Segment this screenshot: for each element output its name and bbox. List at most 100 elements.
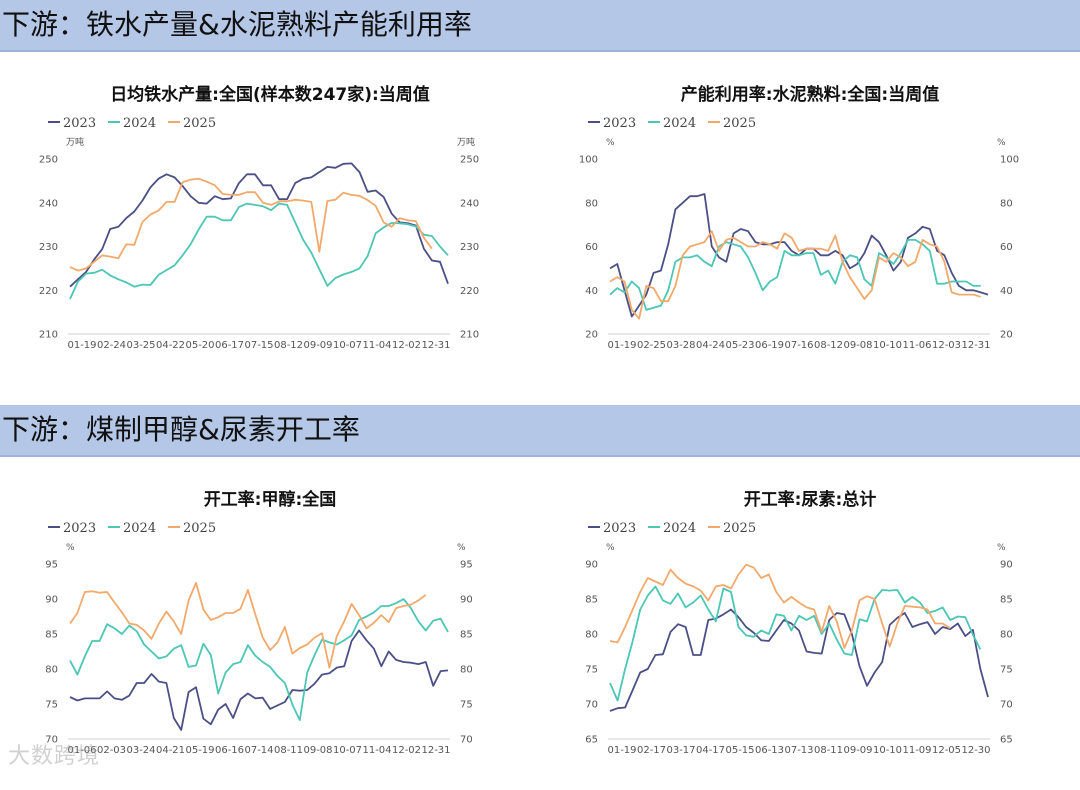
y-tick-right: 60 (1000, 242, 1013, 253)
x-tick-label: 03-17 (666, 745, 695, 756)
x-tick-label: 06-19 (755, 340, 784, 351)
section-title: 下游：煤制甲醇&尿素开工率 (2, 413, 360, 446)
legend-label-2025: 2025 (723, 521, 756, 536)
x-tick-label: 06-13 (755, 745, 784, 756)
y-tick-left: 70 (585, 700, 598, 711)
y-tick-left: 70 (45, 735, 58, 746)
x-tick-label: 02-24 (97, 340, 126, 351)
y-tick-left: 250 (39, 155, 58, 166)
y-tick-right: 100 (1000, 155, 1019, 166)
unit-left: % (66, 543, 75, 553)
x-tick-label: 07-13 (784, 745, 813, 756)
y-tick-left: 230 (39, 242, 58, 253)
y-tick-right: 95 (460, 560, 473, 571)
unit-right: % (457, 543, 466, 553)
x-tick-label: 12-31 (421, 340, 450, 351)
x-tick-label: 01-06 (67, 745, 96, 756)
y-tick-left: 95 (45, 560, 58, 571)
y-tick-left: 65 (585, 735, 598, 746)
x-tick-label: 07-15 (244, 340, 273, 351)
y-tick-right: 40 (1000, 286, 1013, 297)
y-tick-right: 20 (1000, 330, 1013, 341)
x-tick-label: 04-22 (156, 340, 185, 351)
y-tick-left: 80 (585, 198, 598, 209)
y-tick-left: 75 (45, 700, 58, 711)
unit-right: % (997, 138, 1006, 148)
legend-label-2025: 2025 (183, 116, 216, 131)
x-tick-label: 02-03 (97, 745, 126, 756)
y-tick-left: 240 (39, 198, 58, 209)
y-tick-right: 210 (460, 330, 479, 341)
x-tick-label: 12-02 (392, 340, 421, 351)
chart-title: 产能利用率:水泥熟料:全国:当周值 (681, 84, 939, 105)
y-tick-left: 100 (579, 155, 598, 166)
unit-right: % (997, 543, 1006, 553)
y-tick-right: 90 (1000, 560, 1013, 571)
chart-urea-operating-rate: 开工率:尿素:总计 2023 2024 2025%% 65 65 70 70 75 75 80 80 8… (540, 480, 1080, 790)
x-tick-label: 04-24 (696, 340, 725, 351)
x-tick-label: 07-14 (244, 745, 273, 756)
legend-label-2024: 2024 (663, 521, 696, 536)
x-tick-label: 08-11 (274, 745, 303, 756)
chart-methanol-operating-rate: 开工率:甲醇:全国 2023 2024 2025%% 70 70 75 75 80 80 85 85 9… (0, 480, 540, 790)
y-tick-right: 220 (460, 286, 479, 297)
x-tick-label: 01-19 (67, 340, 96, 351)
x-tick-label: 01-19 (607, 340, 636, 351)
x-tick-label: 08-12 (814, 340, 843, 351)
y-tick-right: 70 (460, 735, 473, 746)
series-line-2023 (609, 608, 989, 712)
y-tick-right: 240 (460, 198, 479, 209)
chart-title: 日均铁水产量:全国(样本数247家):当周值 (110, 84, 430, 105)
legend-label-2023: 2023 (603, 116, 636, 131)
y-tick-right: 85 (1000, 595, 1013, 606)
unit-left: % (606, 543, 615, 553)
y-tick-left: 60 (585, 242, 598, 253)
y-tick-right: 80 (1000, 198, 1013, 209)
x-tick-label: 12-05 (932, 745, 961, 756)
y-tick-left: 20 (585, 330, 598, 341)
x-tick-label: 07-16 (784, 340, 813, 351)
chart-iron-output: 日均铁水产量:全国(样本数247家):当周值 2023 2024 2025 万吨 万吨 21… (0, 75, 540, 385)
x-tick-label: 11-04 (362, 340, 391, 351)
series-line-2024 (69, 598, 449, 722)
section-header-steel-cement: 下游：铁水产量&水泥熟料产能利用率 (0, 0, 1080, 52)
watermark-logo: 大数跨境 (8, 744, 101, 769)
x-tick-label: 12-02 (392, 745, 421, 756)
x-tick-label: 12-30 (961, 745, 990, 756)
x-tick-label: 01-19 (607, 745, 636, 756)
x-tick-label: 10-10 (873, 340, 902, 351)
y-tick-right: 85 (460, 630, 473, 641)
y-tick-right: 70 (1000, 700, 1013, 711)
x-tick-label: 11-09 (902, 745, 931, 756)
y-tick-left: 210 (39, 330, 58, 341)
chart-title: 开工率:尿素:总计 (744, 489, 877, 510)
x-tick-label: 10-07 (333, 340, 362, 351)
series-line-2023 (69, 629, 449, 731)
series-line-2024 (609, 585, 982, 702)
x-tick-label: 11-04 (362, 745, 391, 756)
y-tick-right: 65 (1000, 735, 1013, 746)
y-tick-right: 75 (1000, 665, 1013, 676)
x-tick-label: 05-20 (185, 340, 214, 351)
x-tick-label: 12-31 (961, 340, 990, 351)
chart-title: 开工率:甲醇:全国 (204, 489, 337, 510)
x-tick-label: 12-31 (421, 745, 450, 756)
legend-label-2024: 2024 (663, 116, 696, 131)
x-tick-label: 09-08 (303, 745, 332, 756)
legend-label-2023: 2023 (63, 116, 96, 131)
unit-left: 万吨 (66, 136, 84, 148)
x-tick-label: 09-08 (843, 340, 872, 351)
x-tick-label: 04-17 (696, 745, 725, 756)
y-tick-left: 75 (585, 665, 598, 676)
y-tick-right: 80 (460, 665, 473, 676)
x-tick-label: 08-12 (274, 340, 303, 351)
x-tick-label: 03-24 (126, 745, 155, 756)
series-line-2024 (609, 238, 981, 311)
y-tick-right: 90 (460, 595, 473, 606)
x-tick-label: 06-17 (215, 340, 244, 351)
x-tick-label: 05-15 (725, 745, 754, 756)
x-tick-label: 04-21 (156, 745, 185, 756)
x-tick-label: 03-28 (666, 340, 695, 351)
x-tick-label: 02-25 (637, 340, 666, 351)
x-tick-label: 12-03 (932, 340, 961, 351)
